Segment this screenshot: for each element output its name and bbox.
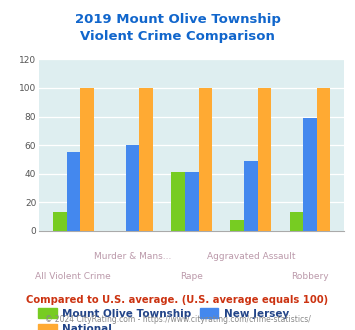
Bar (244, 161, 258, 231)
Bar (185, 172, 198, 231)
Bar (198, 88, 212, 231)
Bar (317, 88, 331, 231)
Bar (290, 213, 303, 231)
Text: Aggravated Assault: Aggravated Assault (207, 251, 295, 261)
Text: Murder & Mans...: Murder & Mans... (94, 251, 171, 261)
Bar (66, 152, 80, 231)
Bar (53, 213, 66, 231)
Text: All Violent Crime: All Violent Crime (36, 272, 111, 281)
Bar (126, 145, 139, 231)
Bar (258, 88, 271, 231)
Text: Compared to U.S. average. (U.S. average equals 100): Compared to U.S. average. (U.S. average … (26, 295, 329, 305)
Text: Robbery: Robbery (291, 272, 329, 281)
Bar (139, 88, 153, 231)
Text: Rape: Rape (180, 272, 203, 281)
Bar (230, 219, 244, 231)
Bar (303, 118, 317, 231)
Legend: Mount Olive Township, National, New Jersey: Mount Olive Township, National, New Jers… (38, 308, 289, 330)
Bar (171, 172, 185, 231)
Text: 2019 Mount Olive Township
Violent Crime Comparison: 2019 Mount Olive Township Violent Crime … (75, 13, 280, 43)
Text: © 2024 CityRating.com - https://www.cityrating.com/crime-statistics/: © 2024 CityRating.com - https://www.city… (45, 315, 310, 324)
Bar (80, 88, 94, 231)
